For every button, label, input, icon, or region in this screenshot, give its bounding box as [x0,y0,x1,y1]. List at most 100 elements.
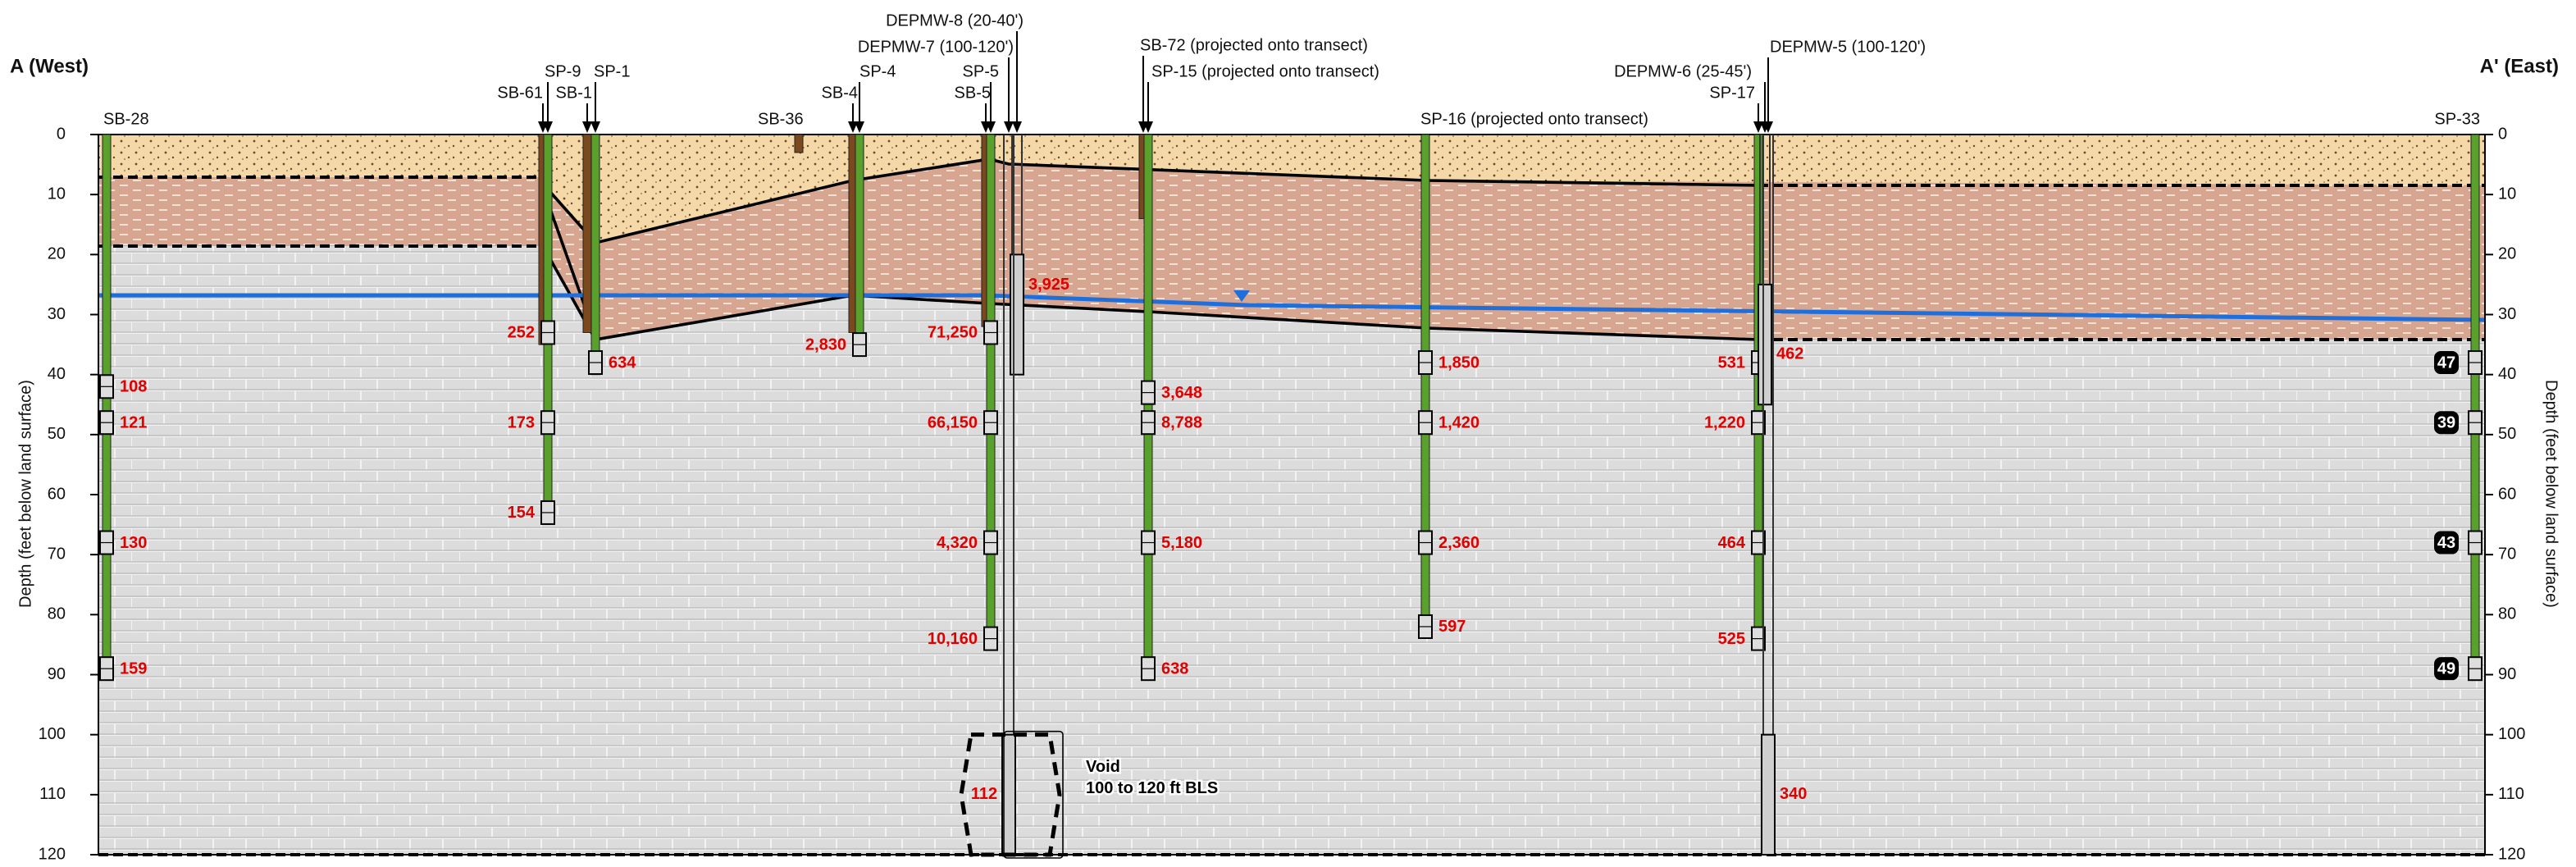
sample-result: 39 [2437,413,2455,431]
y-axis-label: Depth (feet below land surface) [16,380,34,608]
y-tick-label-right: 10 [2498,185,2516,203]
y-tick-label-right: 100 [2498,725,2525,743]
y-tick-label-right: 110 [2498,785,2524,803]
sample-result: 597 [1438,618,1466,636]
sample-result: 154 [508,504,536,522]
void-range: 100 to 120 ft BLS [1086,779,1218,797]
y-tick-label-right: 30 [2498,305,2516,323]
boring-name: SP-16 (projected onto transect) [1420,110,1648,128]
arrow-head [582,121,592,133]
boring [795,135,803,153]
boring-name: SP-17 [1709,84,1755,102]
boring-name: SB-28 [103,110,149,128]
y-tick-label: 70 [48,545,66,563]
boring-name: SP-5 [963,62,999,80]
well-name: DEPMW-7 (100-120') [858,38,1014,56]
boring [987,135,995,645]
y-tick-label-right: 40 [2498,365,2516,383]
well-name: DEPMW-8 (20-40') [886,11,1024,30]
boring-name: SP-15 (projected onto transect) [1151,62,1379,80]
sample-result: 464 [1718,534,1746,552]
sample-result: 1,850 [1438,354,1479,372]
boring [2471,135,2479,675]
boring [103,135,111,675]
sample-result: 4,320 [937,534,978,552]
void-result: 112 [971,785,997,803]
y-tick-label-right: 90 [2498,665,2516,683]
sample-result: 525 [1718,630,1745,648]
east-label: A' (East) [2480,55,2559,77]
arrow-head [590,121,600,133]
sample-result: 43 [2437,534,2455,552]
well-result: 462 [1776,345,1803,363]
sample-result: 5,180 [1161,534,1202,552]
y-tick-label: 90 [48,665,66,683]
boring-name: SP-9 [545,62,581,80]
layers [98,135,2485,855]
y-tick-label-right: 0 [2498,125,2507,143]
sample-result: 531 [1718,354,1745,372]
well-result: 3,925 [1028,276,1069,294]
y-tick-label-right: 50 [2498,425,2516,443]
sample-result: 173 [508,413,535,431]
boring-name: SB-61 [497,84,543,102]
y-tick-label-right: 20 [2498,245,2516,263]
sample-result: 1,220 [1704,413,1745,431]
y-tick-label: 0 [57,125,66,143]
y-tick-label: 20 [48,245,66,263]
well-screen [1010,254,1024,374]
y-tick-label: 10 [48,185,66,203]
sample-result: 252 [508,324,535,342]
sample-result: 634 [609,354,636,372]
void-label: Void [1086,758,1120,776]
y-tick-label: 80 [48,605,66,623]
sample-result: 2,830 [805,335,846,354]
arrow-head [1012,121,1022,133]
well-screen [1762,735,1775,855]
y-tick-label: 50 [48,425,66,443]
sample-result: 1,420 [1438,413,1479,431]
sample-result: 130 [120,534,147,552]
boring [855,135,864,350]
west-label: A (West) [10,55,89,77]
boring [583,135,591,332]
sample-result: 121 [120,413,147,431]
sample-result: 66,150 [928,413,978,431]
sample-result: 10,160 [928,630,978,648]
sample-result: 108 [120,378,147,396]
well-name: DEPMW-6 (25-45') [1614,62,1752,80]
cross-section: A (West) A' (East) Depth (feet below lan… [0,0,2576,867]
sample-result: 49 [2437,659,2455,678]
arrow-head [1004,121,1014,133]
sample-result: 2,360 [1438,534,1479,552]
boring [1421,135,1429,632]
well-name: DEPMW-5 (100-120') [1770,38,1926,56]
boring-name: SP-1 [594,62,630,80]
y-tick-label: 60 [48,485,66,503]
sample-result: 159 [120,659,147,678]
sample-result: 8,788 [1161,413,1202,431]
y-tick-label: 120 [39,845,66,863]
well-result: 340 [1780,785,1807,803]
boring-name: SP-4 [859,62,896,80]
y-axis-label-right: Depth (feet below land surface) [2542,380,2560,608]
arrow-head [855,121,864,133]
boring-name: SP-33 [2434,110,2480,128]
boring-name: SB-1 [556,84,592,102]
sample-result: 71,250 [928,324,978,342]
sample-result: 638 [1161,659,1188,678]
sample-result: 47 [2437,354,2455,372]
boring-name: SB-36 [758,110,804,128]
boring [591,135,600,375]
well-screen [1758,285,1771,404]
y-tick-label-right: 120 [2498,845,2525,863]
y-tick-label: 100 [39,725,66,743]
y-tick-label: 40 [48,365,66,383]
boring-name: SB-72 (projected onto transect) [1140,36,1368,54]
y-tick-label-right: 80 [2498,605,2516,623]
y-tick-label-right: 70 [2498,545,2516,563]
sample-result: 3,648 [1161,384,1202,402]
y-tick-label-right: 60 [2498,485,2516,503]
boring-name: SB-5 [955,84,991,102]
boring-name: SB-4 [822,84,858,102]
